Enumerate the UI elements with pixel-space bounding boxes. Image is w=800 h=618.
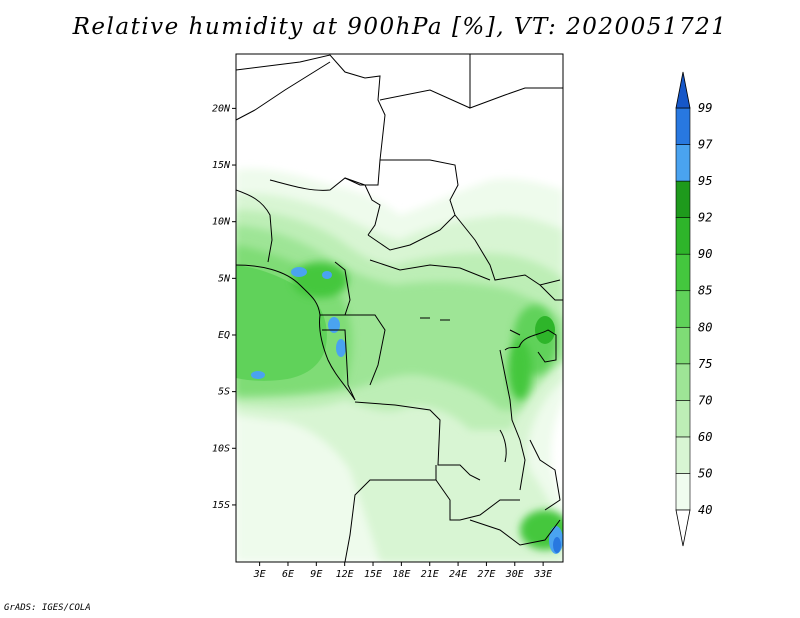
rh-95-patch bbox=[328, 317, 340, 333]
colorbar-segment bbox=[675, 253, 691, 292]
border-line bbox=[504, 329, 557, 363]
border-line bbox=[322, 329, 356, 401]
colorbar-label: 70 bbox=[698, 393, 712, 407]
map-frame bbox=[235, 53, 564, 563]
lon-tick-label: 15E bbox=[364, 569, 382, 580]
colorbar-label: 97 bbox=[698, 138, 713, 152]
lon-tick-label: 9E bbox=[310, 569, 322, 580]
lat-tick-label: 10N bbox=[212, 217, 231, 228]
border-line bbox=[236, 54, 386, 186]
colorbar-segment bbox=[675, 436, 691, 474]
colorbar-label: 92 bbox=[698, 211, 712, 225]
colorbar-label: 95 bbox=[698, 174, 712, 188]
border-line bbox=[539, 284, 563, 301]
humidity-field bbox=[236, 168, 563, 562]
lon-tick-label: 6E bbox=[282, 569, 294, 580]
lon-tick-label: 3E bbox=[253, 569, 266, 580]
border-line bbox=[379, 89, 471, 109]
lat-tick-label: 15N bbox=[212, 160, 231, 171]
colorbar-label: 85 bbox=[698, 284, 712, 298]
rh-95-patch bbox=[291, 267, 307, 277]
latitude-axis: 20N 15N 10N 5N EQ 5S 10S 15S bbox=[212, 103, 236, 511]
colorbar-label: 50 bbox=[698, 466, 712, 480]
lon-tick-label: 24E bbox=[449, 569, 467, 580]
lon-tick-label: 21E bbox=[421, 569, 439, 580]
borders bbox=[236, 54, 563, 562]
credit-label: GrADS: IGES/COLA bbox=[4, 603, 91, 613]
border-line bbox=[369, 259, 491, 281]
colorbar-segment bbox=[675, 400, 691, 438]
lat-tick-label: 10S bbox=[212, 443, 230, 454]
lat-tick-label: EQ bbox=[218, 330, 230, 341]
border-line bbox=[269, 177, 381, 236]
colorbar-segment bbox=[675, 180, 691, 218]
colorbar-label: 90 bbox=[698, 247, 712, 261]
colorbar-segment bbox=[675, 473, 691, 511]
longitude-axis: 3E 6E 9E 12E 15E 18E 21E 24E 27E 30E 33E bbox=[253, 562, 552, 580]
border-line bbox=[469, 519, 561, 546]
colorbar-label: 75 bbox=[698, 357, 712, 371]
border-line bbox=[499, 429, 507, 463]
border-line bbox=[236, 189, 273, 263]
colorbar-segment bbox=[675, 326, 691, 365]
colorbar-bottom-arrow bbox=[675, 509, 691, 547]
border-line bbox=[420, 317, 450, 321]
rh-97-patch bbox=[553, 537, 561, 553]
rh-95-patch bbox=[336, 339, 346, 357]
colorbar-segment bbox=[675, 363, 691, 401]
lon-tick-label: 18E bbox=[392, 569, 410, 580]
border-line bbox=[334, 261, 386, 386]
border-line bbox=[529, 439, 561, 511]
lat-tick-label: 5S bbox=[218, 387, 230, 398]
colorbar-label: 80 bbox=[698, 320, 712, 334]
colorbar-label: 60 bbox=[698, 430, 712, 444]
lat-tick-label: 20N bbox=[212, 103, 231, 114]
colorbar-label: 99 bbox=[698, 101, 712, 115]
border-line bbox=[236, 264, 356, 401]
lon-tick-label: 27E bbox=[477, 569, 495, 580]
lon-tick-label: 33E bbox=[533, 569, 552, 580]
lon-tick-label: 30E bbox=[505, 569, 524, 580]
border-line bbox=[469, 54, 563, 109]
colorbar-label: 40 bbox=[698, 503, 712, 517]
colorbar-segment bbox=[675, 217, 691, 255]
rh-90-lake-region bbox=[535, 316, 555, 344]
colorbar-top-arrow bbox=[675, 71, 691, 109]
border-line bbox=[380, 159, 459, 216]
rh-95-patch bbox=[251, 371, 265, 379]
rh-95-patch bbox=[322, 271, 332, 279]
chart-title: Relative humidity at 900hPa [%], VT: 202… bbox=[72, 14, 728, 40]
border-line bbox=[367, 214, 456, 251]
colorbar-segment bbox=[675, 107, 691, 145]
border-line bbox=[499, 349, 526, 491]
lat-tick-label: 5N bbox=[218, 273, 231, 284]
colorbar-segment bbox=[675, 144, 691, 182]
border-line bbox=[236, 61, 331, 121]
lat-tick-label: 15S bbox=[212, 500, 230, 511]
lon-tick-label: 12E bbox=[336, 569, 354, 580]
colorbar: 40 50 60 70 75 80 85 90 92 95 97 99 bbox=[675, 71, 713, 547]
border-line bbox=[509, 329, 521, 336]
rh-85-lake-region bbox=[508, 340, 532, 400]
colorbar-segment bbox=[675, 290, 691, 328]
border-line bbox=[354, 401, 481, 481]
border-line bbox=[435, 479, 520, 521]
